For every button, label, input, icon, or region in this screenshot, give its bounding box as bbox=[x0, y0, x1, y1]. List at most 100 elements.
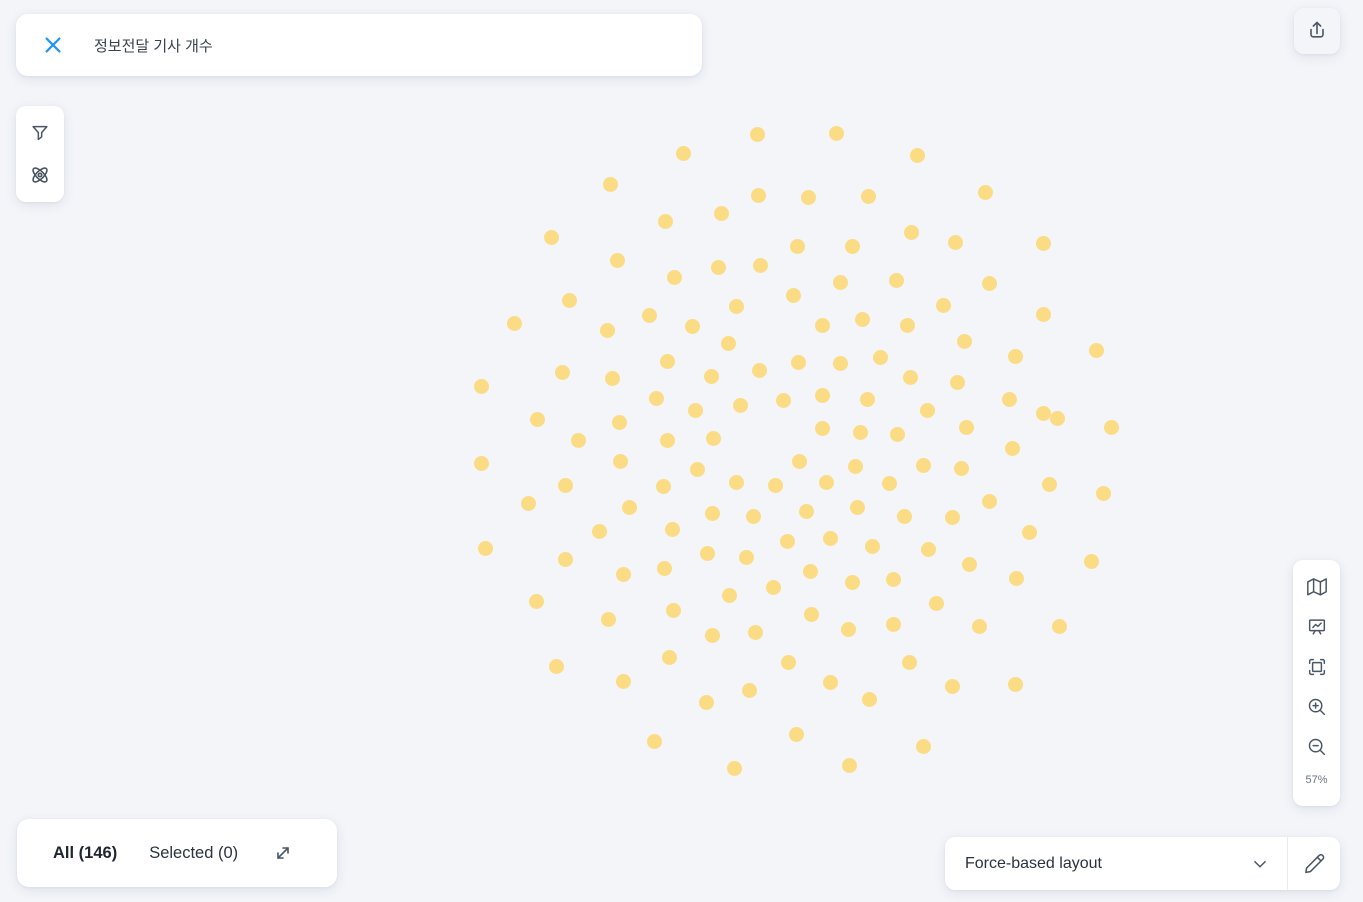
graph-node[interactable] bbox=[659, 353, 675, 369]
graph-node[interactable] bbox=[944, 678, 960, 694]
graph-node[interactable] bbox=[814, 420, 830, 436]
graph-node[interactable] bbox=[864, 538, 880, 554]
graph-node[interactable] bbox=[665, 602, 681, 618]
graph-node[interactable] bbox=[557, 477, 573, 493]
graph-node[interactable] bbox=[1095, 485, 1111, 501]
graph-node[interactable] bbox=[977, 184, 993, 200]
graph-node[interactable] bbox=[726, 760, 742, 776]
graph-node[interactable] bbox=[802, 563, 818, 579]
graph-node[interactable] bbox=[529, 411, 545, 427]
graph-node[interactable] bbox=[1035, 235, 1051, 251]
graph-node[interactable] bbox=[600, 611, 616, 627]
graph-node[interactable] bbox=[818, 474, 834, 490]
graph-node[interactable] bbox=[684, 318, 700, 334]
graph-node[interactable] bbox=[981, 275, 997, 291]
graph-node[interactable] bbox=[699, 545, 715, 561]
graph-node[interactable] bbox=[1008, 570, 1024, 586]
graph-node[interactable] bbox=[506, 315, 522, 331]
graph-node[interactable] bbox=[704, 505, 720, 521]
graph-node[interactable] bbox=[775, 392, 791, 408]
graph-node[interactable] bbox=[844, 238, 860, 254]
graph-node[interactable] bbox=[591, 523, 607, 539]
graph-node[interactable] bbox=[841, 757, 857, 773]
zoom-out-button[interactable] bbox=[1300, 730, 1334, 764]
graph-node[interactable] bbox=[958, 419, 974, 435]
graph-node[interactable] bbox=[612, 453, 628, 469]
graph-node[interactable] bbox=[822, 530, 838, 546]
graph-node[interactable] bbox=[477, 540, 493, 556]
graph-node[interactable] bbox=[666, 269, 682, 285]
clear-search-button[interactable] bbox=[40, 32, 66, 58]
graph-node[interactable] bbox=[675, 145, 691, 161]
graph-node[interactable] bbox=[1103, 419, 1119, 435]
graph-node[interactable] bbox=[1049, 410, 1065, 426]
graph-node[interactable] bbox=[971, 618, 987, 634]
graph-node[interactable] bbox=[656, 560, 672, 576]
graph-node[interactable] bbox=[785, 287, 801, 303]
graph-node[interactable] bbox=[661, 649, 677, 665]
graph-node[interactable] bbox=[548, 658, 564, 674]
graph-node[interactable] bbox=[554, 364, 570, 380]
graph-node[interactable] bbox=[896, 508, 912, 524]
graph-node[interactable] bbox=[528, 593, 544, 609]
graph-node[interactable] bbox=[961, 556, 977, 572]
graph-node[interactable] bbox=[780, 654, 796, 670]
chart-board-button[interactable] bbox=[1300, 610, 1334, 644]
graph-node[interactable] bbox=[779, 533, 795, 549]
graph-node[interactable] bbox=[751, 362, 767, 378]
graph-node[interactable] bbox=[710, 259, 726, 275]
graph-node[interactable] bbox=[747, 624, 763, 640]
graph-node[interactable] bbox=[1001, 391, 1017, 407]
expand-panel-button[interactable] bbox=[268, 838, 298, 868]
graph-node[interactable] bbox=[1051, 618, 1067, 634]
layout-selector[interactable]: Force-based layout bbox=[945, 837, 1287, 890]
graph-node[interactable] bbox=[919, 402, 935, 418]
graph-node[interactable] bbox=[648, 390, 664, 406]
graph-node[interactable] bbox=[899, 317, 915, 333]
graph-node[interactable] bbox=[473, 455, 489, 471]
graph-node[interactable] bbox=[852, 424, 868, 440]
graph-node[interactable] bbox=[814, 317, 830, 333]
graph-node[interactable] bbox=[641, 307, 657, 323]
graph-physics-button[interactable] bbox=[24, 159, 56, 191]
graph-node[interactable] bbox=[698, 694, 714, 710]
graph-node[interactable] bbox=[767, 477, 783, 493]
graph-node[interactable] bbox=[885, 571, 901, 587]
graph-node[interactable] bbox=[981, 493, 997, 509]
graph-node[interactable] bbox=[909, 147, 925, 163]
graph-node[interactable] bbox=[915, 457, 931, 473]
graph-node[interactable] bbox=[854, 311, 870, 327]
export-button[interactable] bbox=[1294, 8, 1340, 54]
graph-node[interactable] bbox=[687, 402, 703, 418]
graph-node[interactable] bbox=[599, 322, 615, 338]
graph-node[interactable] bbox=[1041, 476, 1057, 492]
graph-node[interactable] bbox=[609, 252, 625, 268]
graph-node[interactable] bbox=[752, 257, 768, 273]
graph-node[interactable] bbox=[1035, 306, 1051, 322]
graph-node[interactable] bbox=[659, 432, 675, 448]
graph-node[interactable] bbox=[664, 521, 680, 537]
graph-node[interactable] bbox=[728, 474, 744, 490]
graph-node[interactable] bbox=[798, 503, 814, 519]
graph-node[interactable] bbox=[849, 499, 865, 515]
graph-node[interactable] bbox=[885, 616, 901, 632]
graph-node[interactable] bbox=[611, 414, 627, 430]
graph-node[interactable] bbox=[1035, 405, 1051, 421]
graph-node[interactable] bbox=[1088, 342, 1104, 358]
graph-node[interactable] bbox=[861, 691, 877, 707]
graph-node[interactable] bbox=[1083, 553, 1099, 569]
filter-button[interactable] bbox=[24, 117, 56, 149]
graph-node[interactable] bbox=[828, 125, 844, 141]
graph-node[interactable] bbox=[840, 621, 856, 637]
graph-node[interactable] bbox=[728, 298, 744, 314]
graph-node[interactable] bbox=[561, 292, 577, 308]
graph-node[interactable] bbox=[800, 189, 816, 205]
graph-node[interactable] bbox=[689, 461, 705, 477]
tab-selected[interactable]: Selected (0) bbox=[149, 843, 239, 862]
graph-node[interactable] bbox=[928, 595, 944, 611]
graph-node[interactable] bbox=[947, 234, 963, 250]
edit-layout-button[interactable] bbox=[1288, 837, 1340, 890]
graph-node[interactable] bbox=[903, 224, 919, 240]
graph-node[interactable] bbox=[720, 335, 736, 351]
graph-node[interactable] bbox=[935, 297, 951, 313]
